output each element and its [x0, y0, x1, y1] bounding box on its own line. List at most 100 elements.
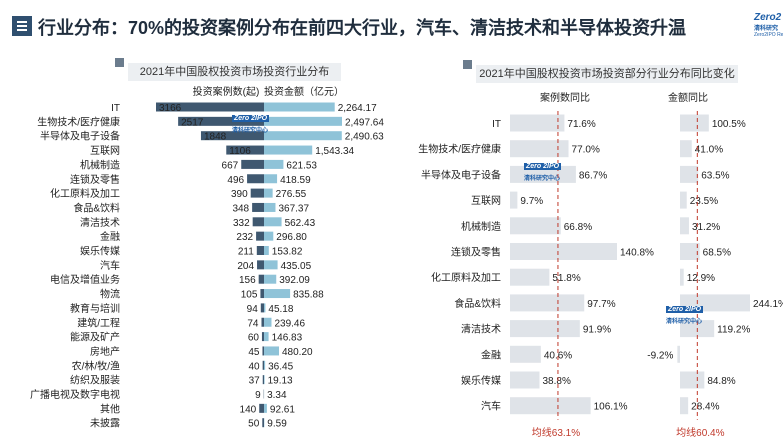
right-category-label: 化工原料及加工 — [431, 271, 501, 284]
amount-bar — [264, 332, 269, 342]
amount-bar — [264, 274, 277, 284]
amount-bar — [264, 102, 335, 112]
amount-yoy-bar — [680, 397, 689, 415]
amount-bar — [264, 246, 269, 255]
cases-bar — [259, 403, 264, 413]
cases-yoy-label: 97.7% — [587, 299, 615, 310]
left-category-label: 房地产 — [90, 345, 120, 358]
left-header-amount: 投资金额（亿元） — [264, 85, 344, 98]
page-title: 行业分布：70%的投资案例分布在前四大行业，汽车、清洁技术和半导体投资升温 — [38, 18, 687, 38]
cases-yoy-label: 86.7% — [579, 170, 607, 181]
cases-bar — [256, 246, 264, 255]
cases-bar — [250, 188, 264, 198]
amount-label: 2,497.64 — [345, 117, 384, 128]
right-category-label: 互联网 — [471, 195, 501, 207]
cases-label: 105 — [241, 290, 258, 301]
amount-label: 835.88 — [293, 290, 324, 301]
cases-bar — [260, 289, 264, 299]
right-header-cases: 案例数同比 — [540, 91, 590, 104]
amount-label: 480.20 — [282, 347, 313, 358]
zero2ipo-logo: Zero2 清科研究 Zero2IPO Re — [754, 12, 783, 38]
amount-yoy-label: 68.5% — [703, 248, 731, 259]
amount-yoy-bar — [680, 165, 699, 183]
cases-bar — [200, 131, 264, 141]
cases-bar — [262, 360, 264, 370]
right-category-label: IT — [492, 119, 501, 130]
amount-label: 621.53 — [286, 160, 317, 171]
cases-bar — [262, 418, 264, 428]
left-category-label: 能源及矿产 — [70, 331, 120, 344]
left-category-label: 半导体及电子设备 — [40, 130, 120, 143]
amount-label: 239.46 — [274, 318, 305, 329]
cases-yoy-bar — [510, 320, 580, 338]
amount-bar — [264, 202, 276, 212]
cases-yoy-bar — [510, 217, 561, 235]
cases-bar — [258, 274, 264, 284]
cases-yoy-bar — [510, 345, 541, 363]
left-category-label: 其他 — [100, 402, 120, 415]
cases-yoy-label: 9.7% — [520, 196, 543, 207]
cases-yoy-bar — [510, 294, 585, 312]
left-category-label: 互联网 — [90, 145, 120, 157]
left-category-label: 电信及增值业务 — [50, 273, 120, 286]
cases-label: 1106 — [229, 146, 251, 157]
amount-yoy-bar — [680, 243, 700, 260]
amount-bar — [264, 159, 284, 169]
amount-yoy-label: 12.9% — [687, 273, 715, 284]
cases-yoy-label: 51.8% — [552, 273, 580, 284]
right-header-amount: 金额同比 — [668, 91, 708, 104]
amount-label: 146.83 — [272, 333, 303, 344]
cases-label: 50 — [248, 419, 260, 430]
cases-label: 667 — [222, 160, 239, 171]
cases-label: 204 — [237, 261, 254, 272]
amount-yoy-bar — [680, 191, 687, 209]
amount-yoy-label: 63.5% — [701, 170, 729, 181]
cases-bar — [262, 375, 264, 385]
cases-yoy-bar — [510, 114, 565, 132]
cases-yoy-label: 106.1% — [594, 402, 628, 413]
right-category-label: 半导体及电子设备 — [421, 168, 501, 181]
cases-yoy-label: 91.9% — [583, 325, 611, 336]
amount-label: 367.37 — [278, 203, 309, 214]
amount-bar — [264, 260, 278, 270]
left-category-label: 清洁技术 — [80, 216, 120, 229]
watermark-logo-right-2: Zero 2IPO 清科研究中心 — [666, 306, 704, 325]
cases-label: 45 — [248, 347, 260, 358]
cases-bar — [252, 202, 264, 212]
cases-bar — [226, 145, 264, 155]
amount-bar — [264, 289, 291, 299]
right-category-label: 汽车 — [481, 400, 501, 413]
left-category-label: IT — [111, 103, 120, 114]
right-category-label: 连锁及零售 — [451, 246, 501, 259]
left-category-label: 娱乐传媒 — [80, 245, 120, 258]
left-category-label: 教育与培训 — [70, 302, 120, 315]
cases-label: 3166 — [159, 103, 182, 114]
cases-label: 156 — [239, 275, 256, 286]
cases-yoy-bar — [510, 165, 576, 183]
cases-bar — [252, 217, 264, 227]
header: 行业分布：70%的投资案例分布在前四大行业，汽车、清洁技术和半导体投资升温 Ze… — [0, 0, 783, 52]
cases-yoy-bar — [510, 140, 569, 158]
amount-label: 2,490.63 — [345, 132, 384, 143]
left-category-label: 农/林/牧/渔 — [72, 359, 120, 372]
amount-bar — [264, 375, 265, 385]
amount-bar — [264, 188, 273, 198]
amount-yoy-bar — [680, 114, 709, 132]
amount-bar — [264, 303, 266, 313]
amount-bar — [264, 174, 278, 184]
cases-yoy-bar — [510, 268, 550, 286]
amount-yoy-bar — [677, 345, 680, 363]
left-chart-title: 2021年中国股权投资市场投资行业分布 — [128, 63, 341, 81]
cases-yoy-bar — [510, 191, 518, 209]
cases-bar — [256, 231, 264, 241]
cases-label: 74 — [247, 318, 259, 329]
right-category-label: 食品&饮料 — [454, 297, 501, 310]
cases-yoy-label: 38.8% — [542, 376, 570, 387]
menu-icon[interactable] — [12, 16, 32, 36]
amount-yoy-label: -9.2% — [647, 350, 673, 361]
right-category-label: 清洁技术 — [461, 323, 501, 336]
cases-label: 40 — [249, 361, 261, 372]
right-panel-square-icon — [463, 60, 472, 69]
amount-label: 392.09 — [279, 275, 310, 286]
amount-label: 9.59 — [267, 419, 287, 430]
